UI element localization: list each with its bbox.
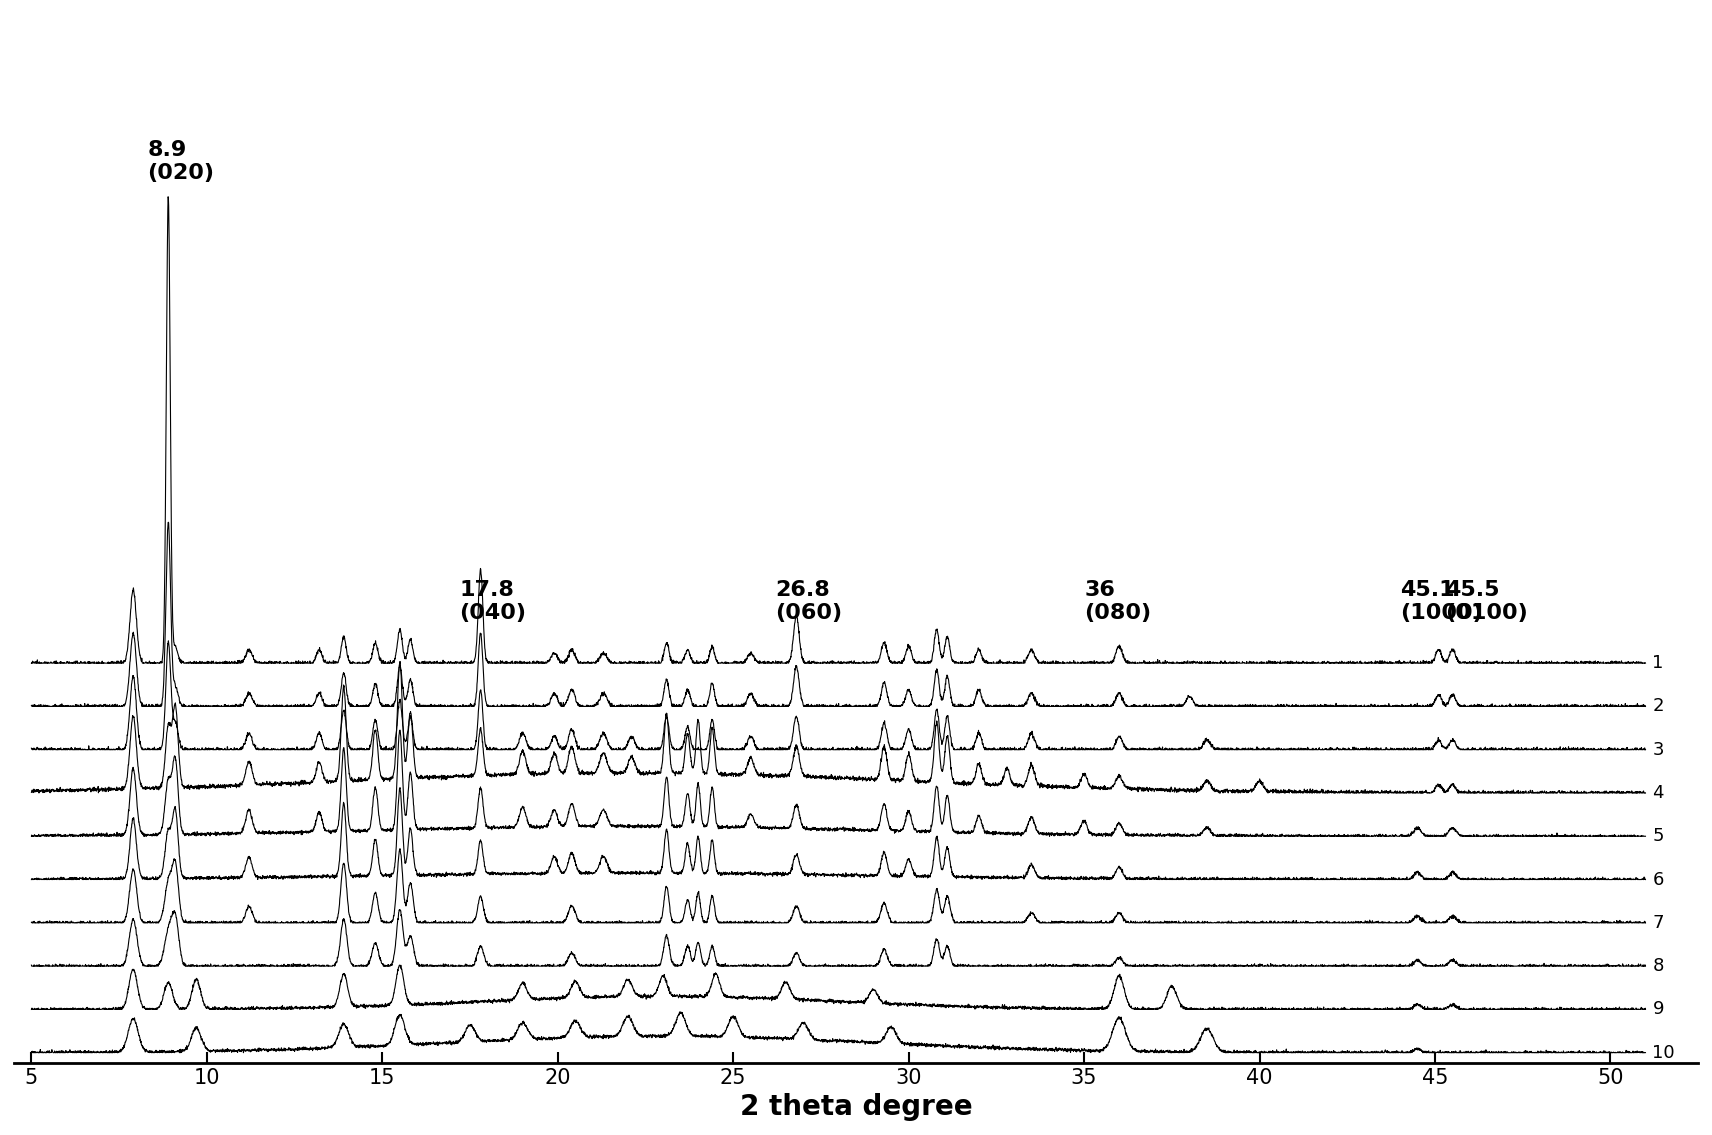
Text: 36
(080): 36 (080) bbox=[1084, 580, 1150, 623]
Text: 45.1
(1000): 45.1 (1000) bbox=[1400, 580, 1483, 623]
Text: 26.8
(060): 26.8 (060) bbox=[776, 580, 842, 623]
Text: 17.8
(040): 17.8 (040) bbox=[459, 580, 527, 623]
Text: 7: 7 bbox=[1652, 914, 1664, 932]
Text: 9: 9 bbox=[1652, 1000, 1664, 1018]
Text: 4: 4 bbox=[1652, 784, 1664, 801]
Text: 1: 1 bbox=[1652, 654, 1664, 672]
Text: 2: 2 bbox=[1652, 697, 1664, 715]
Text: 6: 6 bbox=[1652, 871, 1664, 889]
Text: 45.5
(0100): 45.5 (0100) bbox=[1445, 580, 1529, 623]
Text: 3: 3 bbox=[1652, 741, 1664, 758]
Text: 8: 8 bbox=[1652, 957, 1664, 975]
Text: 8.9
(020): 8.9 (020) bbox=[147, 141, 214, 184]
X-axis label: 2 theta degree: 2 theta degree bbox=[740, 1093, 972, 1121]
Text: 10: 10 bbox=[1652, 1044, 1674, 1061]
Text: 5: 5 bbox=[1652, 827, 1664, 846]
